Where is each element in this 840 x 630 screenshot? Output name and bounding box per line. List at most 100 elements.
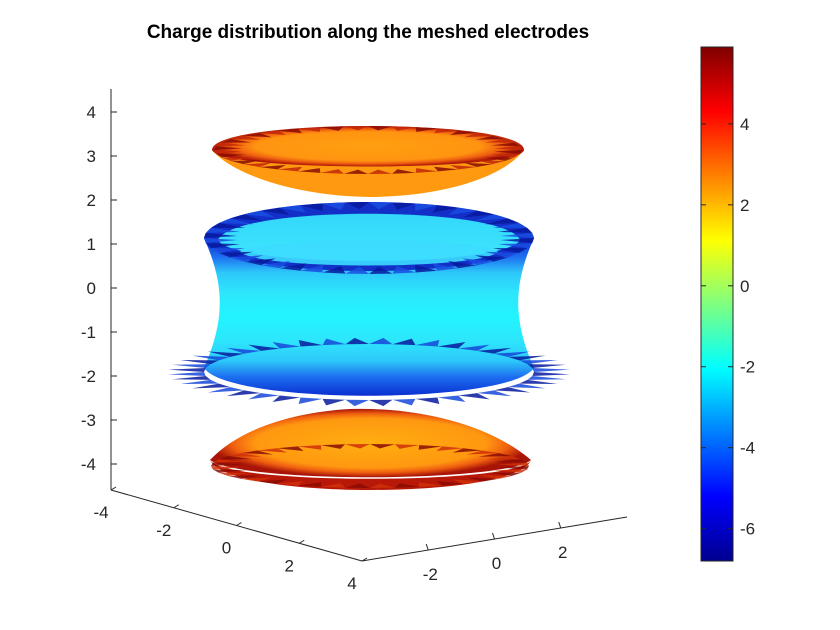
bottom-mesh-triangle [211,466,244,470]
top-mesh-triangle [484,157,515,161]
bottom-mesh-triangle [257,479,288,484]
ring-bottom-mesh-triangle [192,383,231,389]
ring-top-mesh-triangle [210,223,246,228]
ring-top-mesh-triangle [218,218,254,225]
colorbar-tick-label: -2 [740,358,755,377]
top-mesh-triangle [343,169,368,174]
ring-top-mesh-triangle [448,261,478,269]
ring-top-mesh-triangle [300,203,323,212]
x-tick-label: 2 [285,556,294,575]
ring-top-mesh-triangle [369,266,393,274]
bottom-mesh-triangle [370,444,395,449]
colorbar-tick-label: -6 [740,520,755,539]
x-axis: -4 -2 0 2 4 [93,486,368,593]
ring-top-mesh-triangle [492,248,528,253]
ring-top-mesh-triangle [204,232,238,238]
bottom-mesh-triangle [394,444,420,449]
colorbar-tick-label: 2 [740,196,749,215]
top-mesh-triangle [415,168,438,173]
bottom-mesh-triangle [345,444,370,449]
ring-top-mesh-triangle [500,232,534,238]
ring-top-mesh-triangle [500,238,534,244]
y-tick-mark [492,532,495,540]
ring-top-mesh-triangle [497,243,533,249]
bottom-mesh-triangle [394,483,420,488]
colorbar-scale [700,46,734,562]
bottom-mesh-triangle [436,446,464,451]
ring-bottom-mesh-triangle [172,375,211,380]
ring-bottom-mesh [168,337,570,407]
x-tick-mark [173,504,180,509]
top-mesh-triangle [475,160,506,165]
ring-bottom-mesh-triangle [477,347,512,354]
top-mesh-triangle [259,164,286,170]
top-mesh-triangle [320,126,344,131]
ring-top-mesh-triangle [205,227,241,233]
electrode-surfaces [168,126,570,490]
ring-bottom-mesh-triangle [527,375,566,380]
y-tick-mark [425,543,429,551]
z-tick-label: -4 [81,455,96,474]
ring-top-mesh-triangle [432,205,459,213]
ring-top-mesh-triangle [210,248,246,253]
bottom-mesh-triangle [452,479,483,484]
ring-bottom-mesh-triangle [248,393,280,400]
top-mesh-triangle [464,162,493,167]
bottom-mesh-triangle [478,453,512,457]
ring-bottom-mesh-triangle [168,372,206,376]
ring-bottom-mesh-triangle [180,379,219,384]
ring-top-mesh-triangle [448,207,478,215]
top-mesh-triangle [221,157,252,161]
ring-bottom-mesh-triangle [527,364,566,369]
bottom-electrode [210,408,531,490]
ring-top-mesh-triangle [244,210,276,218]
bottom-mesh-triangle [228,453,262,457]
z-tick-label: -2 [81,367,96,386]
ring-top-mesh-triangle [322,202,346,210]
ring-bottom-mesh-triangle [458,393,490,400]
ring-top-mesh-triangle [392,266,416,274]
z-tick-label: -1 [81,323,96,342]
y-tick-label: 0 [492,554,501,573]
bottom-mesh-triangle [496,462,529,466]
top-mesh-triangle [392,169,416,174]
top-mesh-triangle [320,169,344,174]
top-mesh-triangle [298,127,321,132]
ring-bottom-mesh-triangle [248,344,280,351]
top-mesh-triangle [368,169,393,174]
bottom-mesh-triangle [487,472,522,476]
bottom-mesh-triangle [297,482,322,487]
ring-top-mesh-triangle [345,266,369,274]
x-tick-mark [110,486,117,491]
y-tick-label: -2 [423,565,438,584]
bottom-mesh-triangle [436,481,464,486]
bottom-mesh-triangle [466,477,499,482]
bottom-mesh-triangle [345,483,370,488]
ring-top-mesh-triangle [369,202,393,210]
x-tick-mark [298,539,305,544]
top-mesh-triangle [450,164,477,170]
ring-bottom-mesh-triangle [298,397,323,405]
ring-bottom-mesh-triangle [415,397,440,405]
ring-top-opening [240,240,498,266]
x-tick-label: -4 [93,503,108,522]
ring-bottom-mesh-triangle [272,395,301,402]
ring-top-mesh-triangle [244,258,276,266]
top-mesh-triangle [433,128,459,134]
top-mesh-triangle [490,142,521,147]
top-mesh-triangle [490,153,521,158]
ring-top-mesh-triangle [279,263,306,271]
top-mesh-triangle [230,160,261,165]
ring-top-mesh-triangle [300,264,323,273]
bottom-mesh-triangle [211,462,244,466]
bottom-mesh-triangle [320,483,346,488]
top-mesh-triangle [243,162,272,167]
ring-outer-surface [204,238,534,396]
top-disc-mesh [214,126,522,174]
ring-top-mesh-triangle [218,251,254,258]
x-tick-group: -4 -2 0 2 4 [93,486,368,593]
z-tick-label: 0 [87,279,96,298]
top-mesh-triangle [493,146,522,150]
top-mesh-triangle [415,127,438,132]
y-axis: -2 0 2 [423,521,567,584]
